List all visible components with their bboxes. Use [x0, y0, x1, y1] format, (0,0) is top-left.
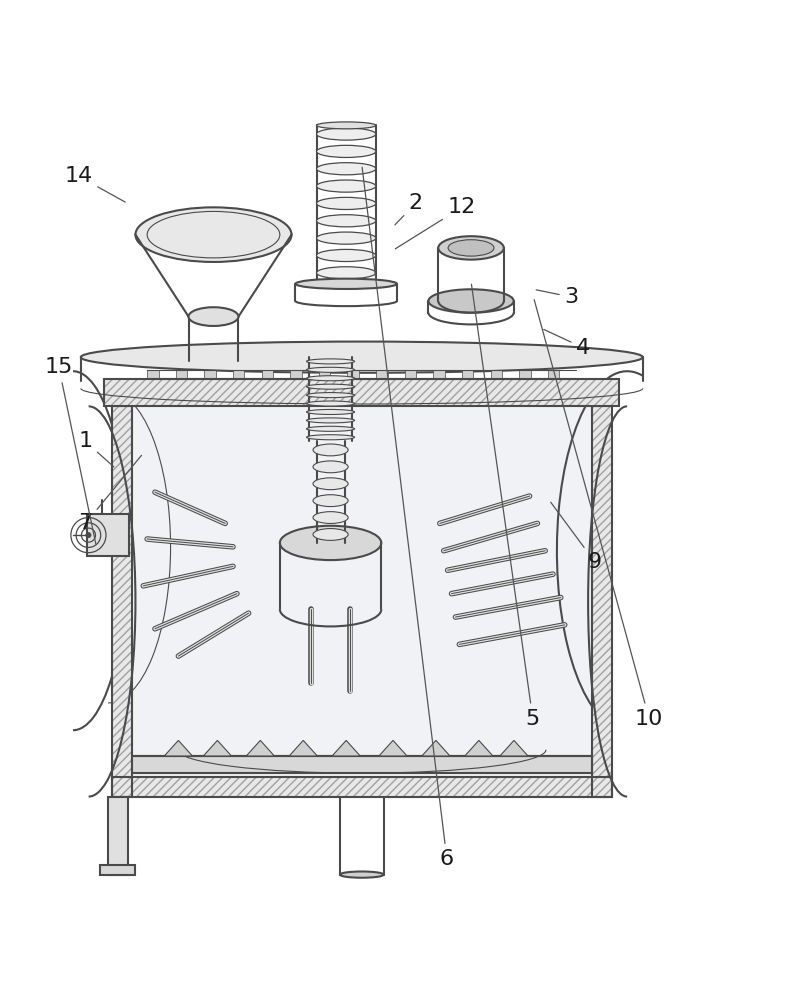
Ellipse shape — [317, 215, 376, 227]
Bar — [548, 370, 559, 379]
Bar — [592, 406, 612, 797]
Ellipse shape — [448, 240, 494, 256]
Ellipse shape — [317, 128, 376, 140]
Text: 3: 3 — [536, 287, 578, 307]
Bar — [86, 514, 129, 556]
Bar — [520, 370, 531, 379]
Bar — [290, 370, 302, 379]
Ellipse shape — [317, 267, 376, 279]
Ellipse shape — [313, 495, 348, 507]
Ellipse shape — [317, 163, 376, 175]
Bar — [490, 370, 502, 379]
Ellipse shape — [313, 478, 348, 490]
Ellipse shape — [428, 289, 514, 313]
Text: 9: 9 — [551, 502, 602, 572]
Bar — [262, 370, 273, 379]
Ellipse shape — [313, 512, 348, 523]
Bar — [112, 777, 612, 797]
Polygon shape — [422, 740, 450, 756]
Text: 15: 15 — [45, 357, 96, 544]
Text: 6: 6 — [362, 167, 454, 869]
Bar — [433, 370, 445, 379]
Bar — [405, 370, 416, 379]
Polygon shape — [500, 740, 528, 756]
Ellipse shape — [317, 197, 376, 210]
Ellipse shape — [307, 401, 354, 406]
Text: 1: 1 — [79, 431, 114, 467]
Polygon shape — [379, 740, 407, 756]
Ellipse shape — [280, 526, 381, 560]
Bar — [131, 406, 592, 777]
Bar — [131, 756, 592, 773]
Ellipse shape — [317, 249, 376, 262]
Ellipse shape — [317, 145, 376, 157]
Bar — [233, 370, 244, 379]
Polygon shape — [246, 740, 274, 756]
Ellipse shape — [313, 444, 348, 456]
Ellipse shape — [307, 393, 354, 398]
Bar — [147, 370, 159, 379]
Ellipse shape — [307, 435, 354, 440]
Ellipse shape — [307, 426, 354, 431]
FancyBboxPatch shape — [108, 797, 127, 875]
Ellipse shape — [296, 279, 397, 289]
Text: 12: 12 — [395, 197, 476, 249]
Text: 10: 10 — [534, 300, 663, 729]
Ellipse shape — [313, 461, 348, 473]
Ellipse shape — [81, 342, 643, 373]
Ellipse shape — [307, 384, 354, 389]
Ellipse shape — [307, 409, 354, 414]
Ellipse shape — [317, 122, 376, 129]
Ellipse shape — [86, 532, 91, 538]
Ellipse shape — [313, 529, 348, 540]
Text: 5: 5 — [472, 284, 540, 729]
Bar — [347, 370, 359, 379]
Ellipse shape — [317, 232, 376, 244]
Text: 2: 2 — [395, 193, 423, 225]
Polygon shape — [289, 740, 318, 756]
Ellipse shape — [307, 418, 354, 423]
Polygon shape — [164, 740, 193, 756]
Text: 4: 4 — [544, 329, 590, 358]
Ellipse shape — [189, 307, 238, 326]
Ellipse shape — [307, 359, 354, 364]
Bar — [376, 370, 387, 379]
Bar — [462, 370, 473, 379]
FancyBboxPatch shape — [101, 865, 135, 875]
Polygon shape — [332, 740, 360, 756]
Ellipse shape — [307, 376, 354, 381]
Ellipse shape — [340, 871, 384, 878]
Text: 14: 14 — [64, 166, 125, 202]
Bar — [319, 370, 330, 379]
Ellipse shape — [307, 367, 354, 372]
Bar — [176, 370, 187, 379]
Ellipse shape — [135, 207, 292, 262]
Text: 7: 7 — [79, 455, 141, 533]
Ellipse shape — [317, 180, 376, 192]
Ellipse shape — [439, 236, 504, 260]
Bar — [112, 406, 131, 797]
Polygon shape — [204, 740, 231, 756]
Bar — [204, 370, 216, 379]
Bar — [105, 379, 619, 406]
Polygon shape — [465, 740, 493, 756]
